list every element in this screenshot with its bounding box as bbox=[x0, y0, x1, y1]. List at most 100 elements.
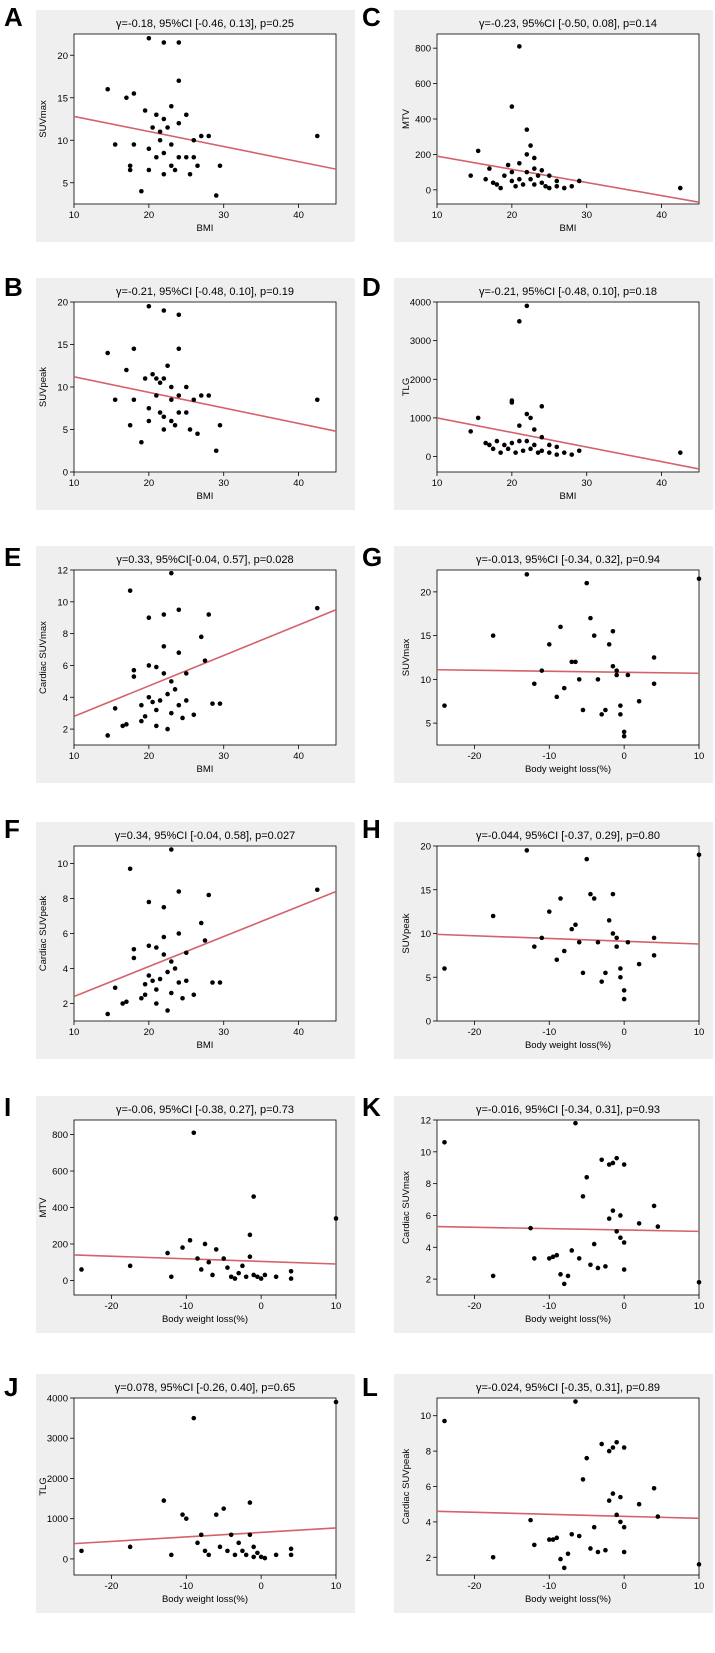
data-point bbox=[606, 918, 612, 923]
data-point bbox=[569, 1531, 575, 1537]
data-point bbox=[120, 723, 125, 729]
data-point bbox=[165, 125, 170, 130]
panel-letter: J bbox=[4, 1372, 18, 1402]
data-point bbox=[165, 726, 170, 732]
data-point bbox=[314, 397, 320, 403]
y-tick-label: 10 bbox=[420, 1147, 431, 1158]
data-point bbox=[490, 1273, 496, 1279]
data-point bbox=[236, 1270, 241, 1276]
data-point bbox=[131, 674, 137, 679]
regression-line bbox=[74, 115, 336, 170]
data-point bbox=[546, 1537, 552, 1542]
data-point bbox=[569, 659, 575, 665]
data-point bbox=[524, 169, 530, 175]
data-point bbox=[509, 400, 515, 405]
data-point bbox=[180, 1512, 185, 1517]
data-point bbox=[127, 1544, 133, 1550]
data-point bbox=[183, 698, 189, 703]
data-point bbox=[176, 312, 182, 318]
data-point bbox=[180, 1245, 185, 1250]
data-point bbox=[221, 1256, 227, 1261]
data-point bbox=[176, 154, 182, 160]
y-tick-label: 12 bbox=[57, 566, 68, 577]
data-point bbox=[172, 422, 178, 428]
data-point bbox=[142, 981, 148, 987]
data-point bbox=[603, 707, 608, 713]
data-point bbox=[195, 1540, 200, 1546]
y-tick-label: 4000 bbox=[410, 298, 431, 309]
data-point bbox=[595, 939, 601, 945]
data-point bbox=[524, 303, 530, 309]
data-point bbox=[161, 671, 167, 676]
data-point bbox=[569, 926, 575, 932]
data-point bbox=[539, 404, 545, 409]
data-point bbox=[528, 176, 533, 182]
data-point bbox=[131, 346, 137, 352]
x-tick-label: -10 bbox=[179, 1581, 193, 1592]
data-point bbox=[621, 1240, 627, 1245]
y-tick-label: 4000 bbox=[47, 1394, 68, 1405]
x-axis-label: Body weight loss(%) bbox=[525, 1594, 611, 1605]
x-tick-label: 0 bbox=[258, 1301, 263, 1312]
data-point bbox=[554, 452, 560, 457]
data-point bbox=[169, 103, 174, 109]
data-point bbox=[150, 125, 155, 130]
data-point bbox=[618, 974, 623, 980]
y-tick-label: 20 bbox=[57, 51, 68, 62]
x-tick-label: 10 bbox=[432, 210, 443, 221]
data-point bbox=[554, 178, 560, 184]
y-tick-label: 1000 bbox=[410, 413, 431, 424]
data-point bbox=[161, 414, 167, 420]
data-point bbox=[146, 694, 152, 700]
data-point bbox=[258, 1554, 264, 1560]
data-point bbox=[139, 439, 144, 445]
data-point bbox=[154, 707, 159, 713]
data-point bbox=[614, 944, 619, 949]
y-tick-label: 8 bbox=[426, 1447, 431, 1458]
x-tick-label: -10 bbox=[542, 1301, 556, 1312]
plot-area bbox=[436, 845, 700, 1022]
regression-line bbox=[74, 890, 336, 998]
data-point bbox=[621, 988, 627, 993]
data-point bbox=[606, 1216, 612, 1221]
data-point bbox=[696, 852, 702, 858]
y-tick-label: 4 bbox=[63, 693, 68, 704]
data-point bbox=[169, 142, 174, 147]
data-point bbox=[124, 367, 129, 373]
x-tick-label: 40 bbox=[293, 478, 304, 489]
data-point bbox=[573, 659, 578, 665]
x-tick-label: 40 bbox=[293, 1027, 304, 1038]
data-point bbox=[520, 448, 526, 454]
y-tick-label: 20 bbox=[420, 842, 431, 853]
y-tick-label: 10 bbox=[57, 136, 68, 147]
plot-area bbox=[73, 33, 337, 205]
data-point bbox=[169, 679, 174, 684]
data-point bbox=[131, 955, 137, 961]
data-point bbox=[161, 644, 167, 649]
data-point bbox=[618, 1494, 623, 1500]
regression-line bbox=[437, 417, 699, 470]
data-point bbox=[565, 1273, 571, 1279]
data-point bbox=[588, 615, 593, 621]
data-point bbox=[112, 397, 118, 403]
plot-area bbox=[436, 1119, 700, 1296]
data-point bbox=[206, 1259, 212, 1265]
x-tick-label: 10 bbox=[69, 751, 80, 762]
x-tick-label: 30 bbox=[218, 210, 229, 221]
data-point bbox=[621, 733, 627, 739]
x-tick-label: -20 bbox=[105, 1581, 119, 1592]
data-point bbox=[677, 450, 683, 455]
data-point bbox=[247, 1254, 253, 1260]
data-point bbox=[146, 167, 152, 173]
x-tick-label: 10 bbox=[331, 1581, 342, 1592]
data-point bbox=[161, 171, 167, 177]
x-axis-label: Body weight loss(%) bbox=[525, 1040, 611, 1051]
data-point bbox=[165, 1250, 170, 1256]
data-point bbox=[517, 438, 522, 444]
data-point bbox=[539, 168, 545, 173]
